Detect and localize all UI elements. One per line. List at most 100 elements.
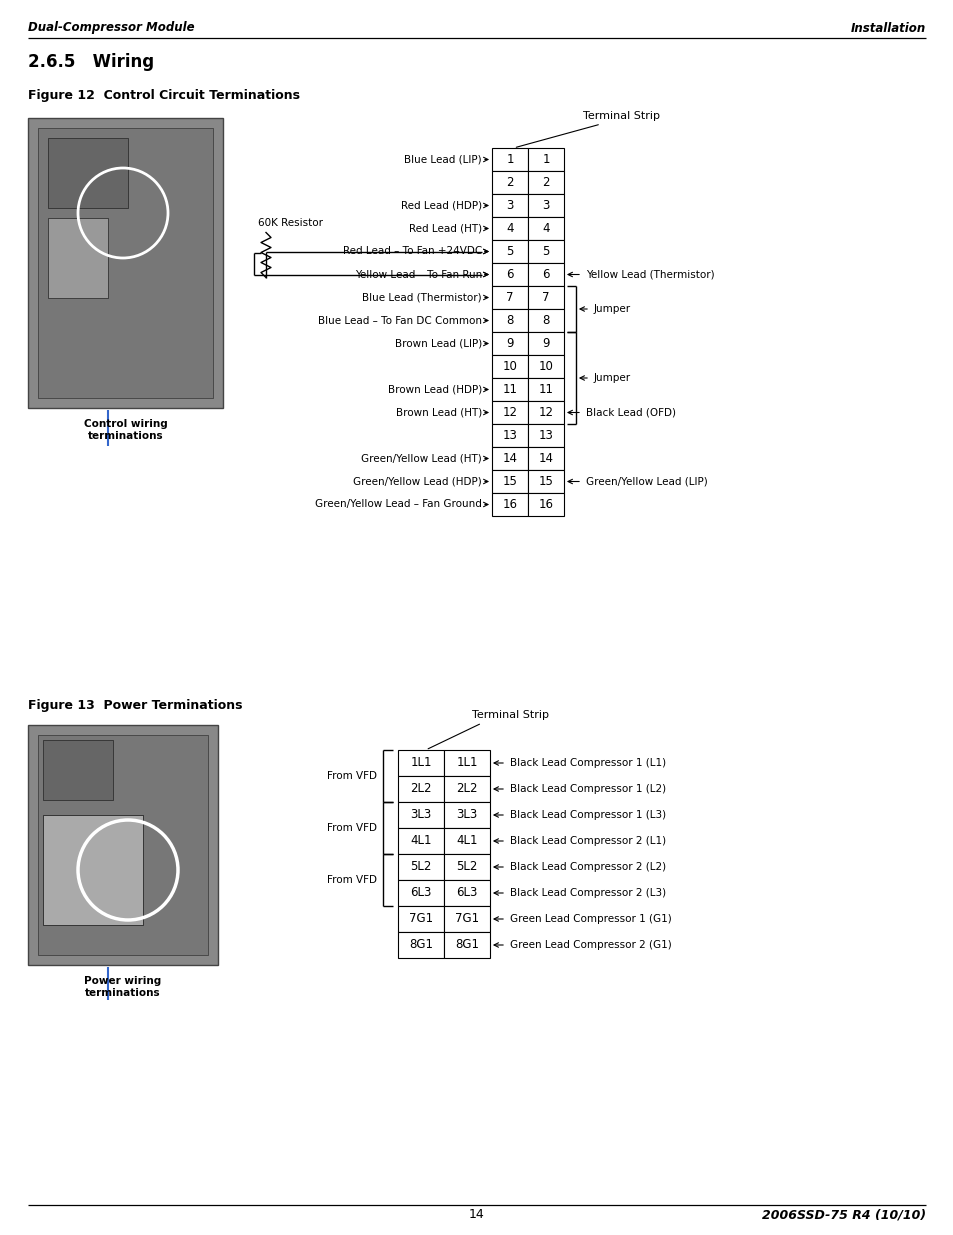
- Bar: [492, 194, 527, 217]
- Text: 10: 10: [502, 359, 517, 373]
- Bar: [397, 776, 443, 802]
- Text: 5L2: 5L2: [456, 861, 477, 873]
- Bar: [492, 424, 527, 447]
- Text: 10: 10: [538, 359, 553, 373]
- Text: 1: 1: [541, 153, 549, 165]
- Bar: [397, 881, 443, 906]
- Bar: [492, 332, 527, 354]
- Bar: [397, 853, 443, 881]
- Text: Yellow Lead – To Fan Run: Yellow Lead – To Fan Run: [355, 269, 481, 279]
- Bar: [443, 802, 490, 827]
- Bar: [443, 827, 490, 853]
- Bar: [397, 750, 443, 776]
- Text: Red Lead (HT): Red Lead (HT): [409, 224, 481, 233]
- Bar: [527, 493, 563, 516]
- Bar: [443, 881, 490, 906]
- Bar: [38, 735, 208, 955]
- Text: Power wiring: Power wiring: [84, 976, 161, 986]
- Text: Green/Yellow Lead (LIP): Green/Yellow Lead (LIP): [585, 477, 707, 487]
- Text: 7G1: 7G1: [409, 913, 433, 925]
- Text: Terminal Strip: Terminal Strip: [472, 710, 548, 720]
- Text: 8: 8: [541, 314, 549, 327]
- Text: 5: 5: [541, 245, 549, 258]
- Text: 2: 2: [506, 177, 514, 189]
- Bar: [48, 138, 128, 207]
- Text: Green/Yellow Lead (HDP): Green/Yellow Lead (HDP): [353, 477, 481, 487]
- Bar: [443, 776, 490, 802]
- Bar: [527, 401, 563, 424]
- Text: 8: 8: [506, 314, 513, 327]
- Bar: [492, 378, 527, 401]
- Text: 13: 13: [538, 429, 553, 442]
- Text: 2.6.5   Wiring: 2.6.5 Wiring: [28, 53, 154, 70]
- Text: Yellow Lead (Thermistor): Yellow Lead (Thermistor): [585, 269, 714, 279]
- Bar: [527, 194, 563, 217]
- Text: 14: 14: [469, 1209, 484, 1221]
- Text: Green/Yellow Lead (HT): Green/Yellow Lead (HT): [361, 453, 481, 463]
- Text: Terminal Strip: Terminal Strip: [582, 111, 659, 121]
- Text: 11: 11: [502, 383, 517, 396]
- Text: 4: 4: [506, 222, 514, 235]
- Text: 5L2: 5L2: [410, 861, 432, 873]
- Text: 7: 7: [506, 291, 514, 304]
- Text: Black Lead Compressor 2 (L1): Black Lead Compressor 2 (L1): [510, 836, 665, 846]
- Text: 7: 7: [541, 291, 549, 304]
- Text: Control wiring: Control wiring: [84, 419, 167, 429]
- Bar: [492, 263, 527, 287]
- Bar: [492, 447, 527, 471]
- Text: terminations: terminations: [88, 431, 163, 441]
- Text: From VFD: From VFD: [327, 771, 376, 781]
- Bar: [527, 148, 563, 170]
- Bar: [492, 493, 527, 516]
- Text: Black Lead Compressor 1 (L1): Black Lead Compressor 1 (L1): [510, 758, 665, 768]
- Text: Brown Lead (HT): Brown Lead (HT): [395, 408, 481, 417]
- Bar: [527, 263, 563, 287]
- Text: Installation: Installation: [850, 21, 925, 35]
- Text: 12: 12: [502, 406, 517, 419]
- Bar: [527, 240, 563, 263]
- Text: 3: 3: [506, 199, 513, 212]
- Text: Black Lead (OFD): Black Lead (OFD): [585, 408, 676, 417]
- Text: 15: 15: [538, 475, 553, 488]
- Bar: [527, 378, 563, 401]
- Text: Black Lead Compressor 1 (L3): Black Lead Compressor 1 (L3): [510, 810, 665, 820]
- Bar: [527, 332, 563, 354]
- Text: 9: 9: [541, 337, 549, 350]
- Bar: [527, 424, 563, 447]
- Text: 14: 14: [502, 452, 517, 466]
- Bar: [492, 287, 527, 309]
- Text: 12: 12: [537, 406, 553, 419]
- Text: 16: 16: [537, 498, 553, 511]
- Text: 16: 16: [502, 498, 517, 511]
- Text: 5: 5: [506, 245, 513, 258]
- Text: 7G1: 7G1: [455, 913, 478, 925]
- Bar: [492, 240, 527, 263]
- Text: 9: 9: [506, 337, 514, 350]
- Bar: [527, 170, 563, 194]
- Text: 6: 6: [541, 268, 549, 282]
- Bar: [397, 932, 443, 958]
- Text: 8G1: 8G1: [455, 939, 478, 951]
- Text: Brown Lead (LIP): Brown Lead (LIP): [395, 338, 481, 348]
- Bar: [48, 219, 108, 298]
- Bar: [397, 802, 443, 827]
- Bar: [492, 309, 527, 332]
- Text: 3: 3: [541, 199, 549, 212]
- Bar: [397, 827, 443, 853]
- Text: Figure 13  Power Terminations: Figure 13 Power Terminations: [28, 699, 242, 711]
- Text: 13: 13: [502, 429, 517, 442]
- Bar: [492, 170, 527, 194]
- Text: 8G1: 8G1: [409, 939, 433, 951]
- Text: 6: 6: [506, 268, 514, 282]
- Bar: [527, 217, 563, 240]
- Text: 4L1: 4L1: [410, 835, 432, 847]
- Bar: [527, 471, 563, 493]
- Bar: [492, 217, 527, 240]
- Text: Jumper: Jumper: [594, 373, 631, 383]
- Text: Jumper: Jumper: [594, 304, 631, 314]
- Bar: [443, 906, 490, 932]
- Bar: [43, 740, 112, 800]
- Bar: [527, 287, 563, 309]
- Bar: [43, 815, 143, 925]
- Bar: [443, 932, 490, 958]
